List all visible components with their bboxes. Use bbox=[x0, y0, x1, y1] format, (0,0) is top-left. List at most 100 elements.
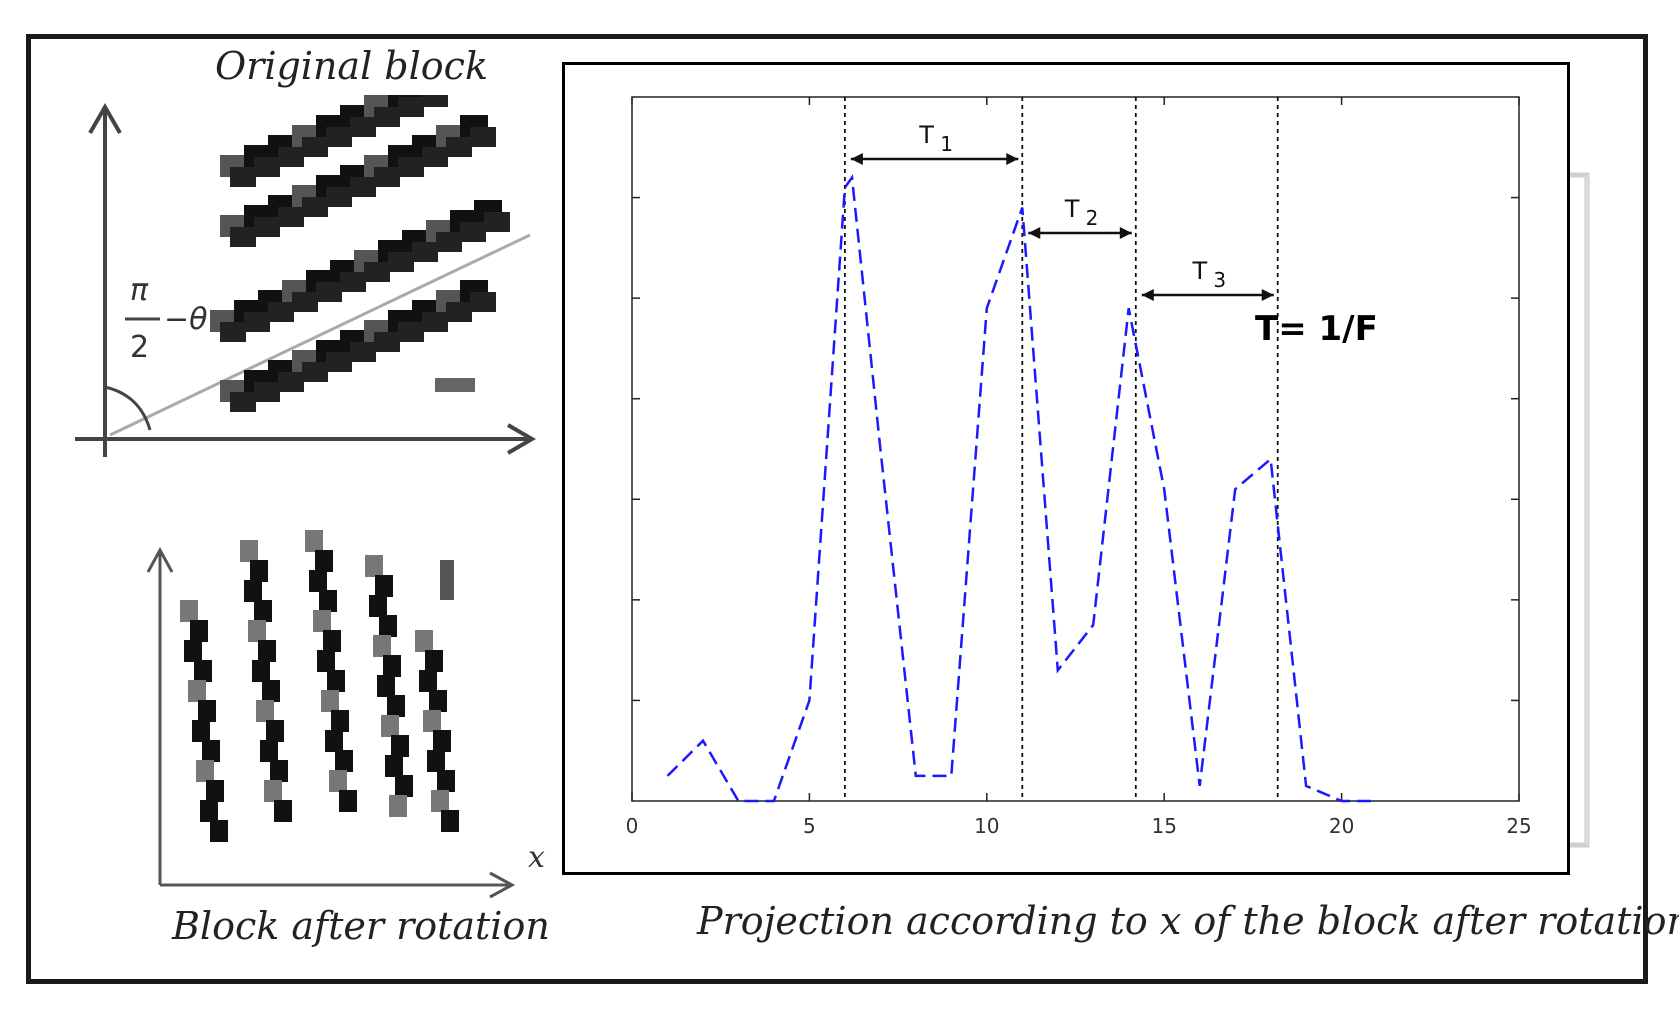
pixel-block bbox=[315, 550, 333, 572]
pixel-block bbox=[230, 227, 256, 247]
period-arrow-head bbox=[850, 153, 863, 165]
pixel-block bbox=[350, 117, 376, 137]
pixel-block bbox=[440, 560, 454, 600]
pixel-block bbox=[202, 740, 220, 762]
pixel-block bbox=[278, 207, 304, 227]
period-subscript: 3 bbox=[1213, 268, 1226, 292]
pixel-block bbox=[419, 670, 437, 692]
pixel-block bbox=[415, 630, 433, 652]
pixel-block bbox=[274, 800, 292, 822]
pixel-block bbox=[326, 127, 352, 147]
pixel-block bbox=[244, 312, 270, 332]
pixel-block bbox=[252, 660, 270, 682]
pixel-block bbox=[391, 735, 409, 757]
pixel-block bbox=[220, 322, 246, 342]
pixel-block bbox=[446, 302, 472, 322]
pixel-block bbox=[254, 382, 280, 402]
pixel-block bbox=[210, 820, 228, 842]
pixel-block bbox=[188, 680, 206, 702]
pixel-block bbox=[264, 780, 282, 802]
rotated-block-stripes bbox=[180, 530, 459, 842]
pixel-block bbox=[302, 362, 328, 382]
pixel-block bbox=[427, 750, 445, 772]
rotated-x-axis-label: x bbox=[528, 840, 545, 875]
pixel-block bbox=[436, 232, 462, 252]
pixel-block bbox=[321, 690, 339, 712]
frequency-annotation: T= 1/F bbox=[1255, 309, 1378, 349]
caption-block-after-rotation: Block after rotation bbox=[172, 904, 550, 948]
pixel-block bbox=[256, 700, 274, 722]
pixel-block bbox=[374, 167, 400, 187]
pixel-block bbox=[422, 95, 448, 107]
pixel-block bbox=[350, 177, 376, 197]
pixel-block bbox=[326, 187, 352, 207]
pixel-block bbox=[377, 675, 395, 697]
x-tick-label: 10 bbox=[974, 814, 999, 838]
pixel-block bbox=[429, 690, 447, 712]
pixel-block bbox=[433, 730, 451, 752]
period-label: T bbox=[1191, 257, 1207, 285]
pixel-block bbox=[385, 755, 403, 777]
pixel-block bbox=[423, 710, 441, 732]
period-arrow-head bbox=[1141, 289, 1154, 301]
caption-original-block: Original block bbox=[215, 44, 488, 88]
pixel-block bbox=[305, 530, 323, 552]
pixel-block bbox=[200, 800, 218, 822]
angle-denominator: 2 bbox=[130, 330, 149, 365]
pixel-block bbox=[398, 157, 424, 177]
rotated-block-illustration bbox=[146, 530, 516, 899]
pixel-block bbox=[323, 630, 341, 652]
pixel-block bbox=[180, 600, 198, 622]
pixel-block bbox=[422, 312, 448, 332]
period-label: T bbox=[918, 121, 934, 149]
chart-frame bbox=[562, 62, 1570, 875]
pixel-block bbox=[389, 795, 407, 817]
pixel-block bbox=[230, 167, 256, 187]
pixel-block bbox=[398, 322, 424, 342]
pixel-block bbox=[240, 540, 258, 562]
pixel-block bbox=[460, 222, 486, 242]
pixel-block bbox=[398, 97, 424, 117]
pixel-block bbox=[379, 615, 397, 637]
pixel-block bbox=[484, 212, 510, 232]
pixel-block bbox=[331, 710, 349, 732]
pixel-block bbox=[194, 660, 212, 682]
pixel-block bbox=[270, 760, 288, 782]
caption-projection: Projection according to x of the block a… bbox=[697, 899, 1679, 943]
background-axis-remnant bbox=[1569, 172, 1590, 848]
pixel-block bbox=[435, 378, 475, 392]
pixel-block bbox=[383, 655, 401, 677]
pixel-block bbox=[192, 720, 210, 742]
pixel-block bbox=[431, 790, 449, 812]
pixel-block bbox=[441, 810, 459, 832]
pixel-block bbox=[278, 147, 304, 167]
pixel-block bbox=[365, 555, 383, 577]
pixel-block bbox=[254, 600, 272, 622]
pixel-block bbox=[364, 262, 390, 282]
pixel-block bbox=[266, 720, 284, 742]
angle-numerator: π bbox=[130, 273, 149, 308]
pixel-block bbox=[350, 342, 376, 362]
period-arrow-head bbox=[1119, 227, 1132, 239]
pixel-block bbox=[319, 590, 337, 612]
pixel-block bbox=[329, 770, 347, 792]
original-block-stripes bbox=[210, 95, 510, 412]
plot-area bbox=[631, 96, 1520, 802]
period-arrow-head bbox=[1261, 289, 1274, 301]
period-arrow-head bbox=[1028, 227, 1041, 239]
pixel-block bbox=[375, 575, 393, 597]
pixel-block bbox=[374, 332, 400, 352]
pixel-block bbox=[437, 770, 455, 792]
pixel-block bbox=[422, 147, 448, 167]
pixel-block bbox=[340, 272, 366, 292]
pixel-block bbox=[258, 640, 276, 662]
period-subscript: 1 bbox=[940, 132, 953, 156]
pixel-block bbox=[254, 217, 280, 237]
x-tick-label: 5 bbox=[803, 814, 816, 838]
pixel-block bbox=[326, 352, 352, 372]
pixel-block bbox=[278, 372, 304, 392]
pixel-block bbox=[260, 740, 278, 762]
pixel-block bbox=[302, 197, 328, 217]
pixel-block bbox=[230, 392, 256, 412]
